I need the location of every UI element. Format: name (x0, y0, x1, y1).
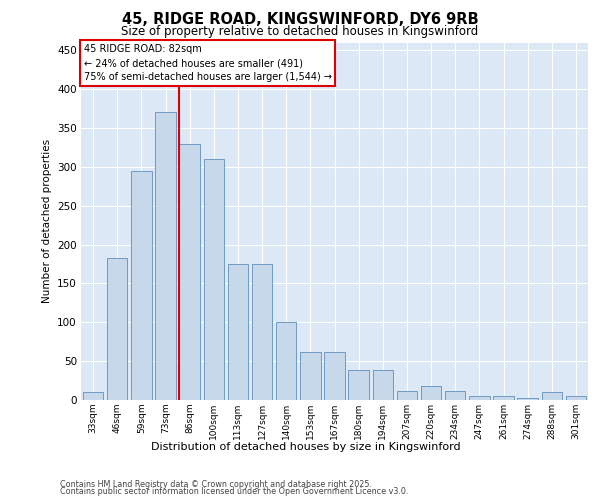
Text: Size of property relative to detached houses in Kingswinford: Size of property relative to detached ho… (121, 25, 479, 38)
Bar (131, 170, 152, 400)
Bar (276, 322, 296, 400)
Bar (566, 396, 586, 400)
Bar (373, 370, 393, 400)
Bar (421, 386, 442, 400)
Bar (107, 258, 127, 400)
Text: 45 RIDGE ROAD: 82sqm
← 24% of detached houses are smaller (491)
75% of semi-deta: 45 RIDGE ROAD: 82sqm ← 24% of detached h… (83, 44, 332, 82)
Text: Distribution of detached houses by size in Kingswinford: Distribution of detached houses by size … (151, 442, 461, 452)
Bar (324, 352, 345, 400)
Bar (300, 352, 320, 400)
Bar (397, 390, 417, 400)
Bar (542, 392, 562, 400)
Bar (469, 396, 490, 400)
Text: 45, RIDGE ROAD, KINGSWINFORD, DY6 9RB: 45, RIDGE ROAD, KINGSWINFORD, DY6 9RB (122, 12, 478, 28)
Bar (83, 392, 103, 400)
Bar (227, 264, 248, 400)
Bar (349, 370, 369, 400)
Bar (517, 398, 538, 400)
Bar (155, 112, 176, 400)
Bar (203, 159, 224, 400)
Bar (493, 396, 514, 400)
Bar (252, 264, 272, 400)
Text: Contains HM Land Registry data © Crown copyright and database right 2025.: Contains HM Land Registry data © Crown c… (60, 480, 372, 489)
Y-axis label: Number of detached properties: Number of detached properties (41, 139, 52, 304)
Bar (179, 144, 200, 400)
Text: Contains public sector information licensed under the Open Government Licence v3: Contains public sector information licen… (60, 487, 409, 496)
Bar (445, 390, 466, 400)
